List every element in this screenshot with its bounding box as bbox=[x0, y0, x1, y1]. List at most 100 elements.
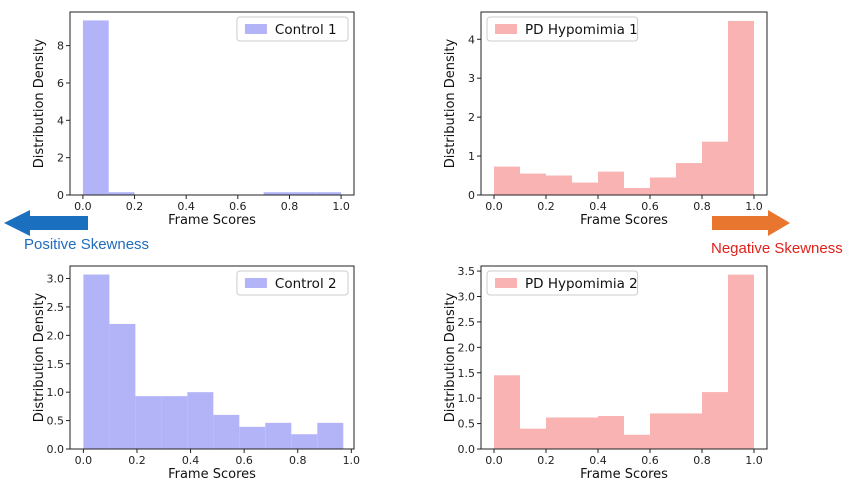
histogram-bar bbox=[702, 141, 728, 195]
histogram-control-1: 0.0 0.2 0.4 0.6 0.8 1.0 0 2 4 6 8 Frame Scores Distr… bbox=[32, 11, 355, 228]
legend-box bbox=[486, 270, 639, 296]
y-tick-label: 6 bbox=[57, 77, 64, 90]
positive-skewness-label: Positive Skewness bbox=[24, 236, 149, 253]
histogram-bar bbox=[265, 422, 292, 449]
legend-label: PD Hypomimia 2 bbox=[525, 276, 638, 292]
y-tick-label: 1.0 bbox=[47, 386, 65, 399]
y-tick-label: 2.0 bbox=[458, 341, 476, 354]
y-tick-label: 3.0 bbox=[458, 291, 476, 304]
x-tick-label: 0.6 bbox=[229, 200, 247, 213]
legend: Control 2 bbox=[236, 270, 349, 296]
left-arrow-icon bbox=[4, 210, 88, 236]
right-arrow-icon bbox=[712, 210, 790, 236]
y-tick-label: 8 bbox=[57, 40, 64, 53]
x-tick-label: 0.8 bbox=[693, 454, 711, 467]
histogram-bar bbox=[650, 413, 676, 449]
histogram-bar bbox=[572, 417, 598, 449]
x-tick-label: 0.4 bbox=[177, 200, 195, 213]
histogram-bar bbox=[317, 422, 344, 449]
histogram-bar bbox=[546, 417, 572, 449]
legend-swatch bbox=[244, 24, 267, 34]
y-tick-label: 3.0 bbox=[47, 273, 65, 286]
x-tick-label: 0.4 bbox=[589, 200, 607, 213]
y-axis-label: Distribution Density bbox=[32, 38, 47, 168]
histogram-control-2: 0.0 0.2 0.4 0.6 0.8 1.0 0.0 0.5 1.0 1.5 2.0 2.5 3.0 F… bbox=[32, 265, 361, 482]
histogram-bar bbox=[239, 426, 266, 449]
histogram-bar bbox=[161, 396, 188, 449]
legend: PD Hypomimia 1 bbox=[486, 16, 639, 42]
y-tick-label: 2.0 bbox=[47, 329, 65, 342]
histogram-bar bbox=[315, 192, 342, 195]
histogram-bar bbox=[289, 192, 316, 195]
histogram-bar bbox=[598, 171, 624, 195]
histogram-bar bbox=[572, 182, 598, 195]
y-tick-label: 2 bbox=[468, 111, 475, 124]
x-tick-label: 1.0 bbox=[332, 200, 350, 213]
histogram-bar bbox=[187, 392, 214, 449]
y-tick-label: 2 bbox=[57, 152, 64, 165]
x-tick-label: 0.2 bbox=[126, 200, 144, 213]
y-tick-label: 0 bbox=[468, 189, 475, 202]
histogram-bar bbox=[108, 192, 135, 195]
histogram-bar bbox=[676, 413, 702, 449]
y-tick-label: 0.5 bbox=[458, 418, 476, 431]
x-tick-label: 0.8 bbox=[289, 454, 307, 467]
x-axis-label: Frame Scores bbox=[168, 213, 256, 228]
x-tick-label: 1.0 bbox=[343, 454, 361, 467]
y-tick-label: 1.5 bbox=[47, 358, 65, 371]
x-tick-label: 0.0 bbox=[485, 454, 503, 467]
x-tick-label: 1.0 bbox=[745, 200, 763, 213]
y-tick-label: 0 bbox=[57, 189, 64, 202]
x-tick-label: 0.0 bbox=[74, 200, 92, 213]
legend-swatch bbox=[495, 278, 517, 288]
histogram-pd-hypomimia-1: 0.0 0.2 0.4 0.6 0.8 1.0 0 1 2 3 4 Frame Scores Distr… bbox=[443, 11, 768, 228]
y-tick-label: 3 bbox=[468, 72, 475, 85]
x-tick-label: 0.4 bbox=[589, 454, 607, 467]
x-tick-label: 0.2 bbox=[537, 200, 555, 213]
legend: Control 1 bbox=[236, 16, 349, 42]
x-tick-label: 0.8 bbox=[693, 200, 711, 213]
legend-swatch bbox=[495, 24, 517, 34]
x-axis-label: Frame Scores bbox=[168, 467, 256, 482]
legend-box bbox=[486, 16, 639, 42]
x-axis-label: Frame Scores bbox=[580, 467, 668, 482]
negative-skewness-label: Negative Skewness bbox=[711, 240, 843, 257]
histogram-bar bbox=[291, 434, 318, 449]
histogram-bar bbox=[263, 192, 290, 195]
x-tick-label: 1.0 bbox=[745, 454, 763, 467]
y-tick-label: 3.5 bbox=[458, 265, 476, 278]
x-tick-label: 0.8 bbox=[281, 200, 299, 213]
y-tick-label: 1.5 bbox=[458, 367, 476, 380]
histogram-bar bbox=[494, 166, 520, 195]
x-tick-label: 0.6 bbox=[641, 200, 659, 213]
histogram-bar bbox=[650, 177, 676, 195]
x-tick-label: 0.2 bbox=[128, 454, 146, 467]
histogram-bar bbox=[598, 415, 624, 449]
histogram-bar bbox=[728, 274, 754, 449]
histogram-bar bbox=[82, 20, 109, 195]
legend: PD Hypomimia 2 bbox=[486, 270, 639, 296]
x-tick-label: 0.6 bbox=[641, 454, 659, 467]
plot-frame bbox=[480, 265, 768, 450]
y-tick-label: 2.5 bbox=[47, 301, 65, 314]
y-tick-label: 1 bbox=[468, 150, 475, 163]
histogram-bar bbox=[702, 392, 728, 449]
y-tick-label: 4 bbox=[468, 33, 475, 46]
histogram-bar bbox=[728, 20, 754, 195]
y-tick-label: 2.5 bbox=[458, 316, 476, 329]
x-tick-label: 0.4 bbox=[182, 454, 200, 467]
y-tick-label: 1.0 bbox=[458, 392, 476, 405]
legend-label: Control 1 bbox=[275, 22, 337, 38]
histogram-pd-hypomimia-2: 0.0 0.2 0.4 0.6 0.8 1.0 0.0 0.5 1.0 1.5 2.0 2.5 3.0 3… bbox=[443, 265, 768, 482]
plot-frame bbox=[69, 265, 355, 450]
histogram-bar bbox=[520, 428, 546, 449]
y-axis-label: Distribution Density bbox=[443, 292, 458, 422]
histogram-bar bbox=[83, 274, 110, 449]
y-tick-label: 0.0 bbox=[458, 443, 476, 456]
histogram-bar bbox=[546, 175, 572, 195]
y-tick-label: 4 bbox=[57, 114, 64, 127]
histogram-bar bbox=[135, 396, 162, 449]
legend-label: Control 2 bbox=[275, 276, 337, 292]
y-tick-label: 0.0 bbox=[47, 443, 65, 456]
